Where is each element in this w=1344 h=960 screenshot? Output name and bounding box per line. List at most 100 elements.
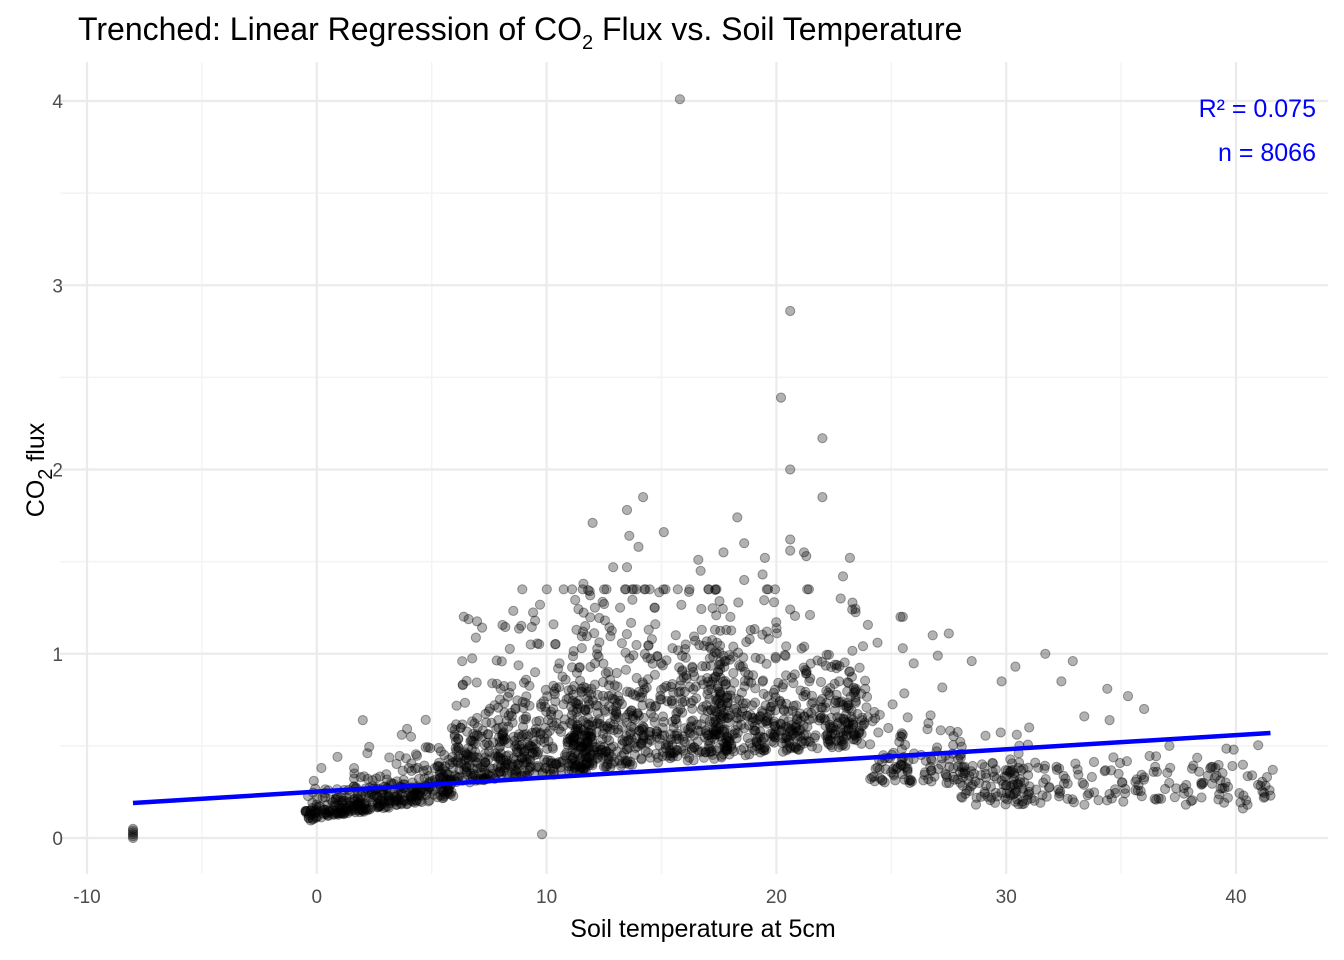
data-point xyxy=(375,795,386,806)
data-point xyxy=(592,649,603,660)
data-point xyxy=(558,584,569,595)
data-point xyxy=(1104,715,1115,726)
data-point xyxy=(804,609,816,621)
data-point xyxy=(841,729,852,741)
data-point xyxy=(823,687,834,698)
data-point xyxy=(336,795,347,806)
data-point xyxy=(548,704,559,715)
data-point xyxy=(829,678,840,690)
data-point xyxy=(595,740,606,752)
data-point xyxy=(758,745,769,756)
data-point xyxy=(986,792,997,803)
data-point xyxy=(799,641,810,652)
data-point xyxy=(763,584,774,595)
data-point xyxy=(598,677,609,688)
data-point xyxy=(706,732,717,743)
data-point xyxy=(522,756,533,768)
data-point xyxy=(834,732,845,743)
data-point xyxy=(450,743,461,754)
data-point xyxy=(1030,757,1041,768)
data-point xyxy=(572,719,583,730)
data-point xyxy=(450,736,462,747)
data-point xyxy=(956,791,967,802)
sample-size-label: n = 8066 xyxy=(1218,139,1316,167)
data-point xyxy=(1088,756,1100,768)
data-point xyxy=(803,584,815,595)
data-point xyxy=(703,741,714,752)
data-point xyxy=(1228,744,1239,755)
data-point xyxy=(576,643,587,654)
data-point xyxy=(764,709,775,720)
data-point xyxy=(535,734,546,746)
data-point xyxy=(391,758,402,770)
data-point xyxy=(1089,787,1100,798)
data-point xyxy=(680,639,691,650)
data-point xyxy=(1118,796,1129,807)
data-point xyxy=(498,766,509,777)
data-point xyxy=(1051,764,1063,776)
data-point xyxy=(821,697,832,709)
data-point xyxy=(471,677,482,688)
data-point xyxy=(872,762,883,773)
data-point xyxy=(490,751,501,762)
data-point xyxy=(890,761,901,772)
data-point xyxy=(706,683,717,695)
data-point xyxy=(1219,797,1230,808)
data-point xyxy=(791,700,802,711)
data-point xyxy=(660,584,671,595)
data-point xyxy=(805,673,816,684)
x-tick-label: 10 xyxy=(536,887,557,908)
data-point xyxy=(831,659,843,671)
data-point xyxy=(585,612,596,623)
data-point xyxy=(809,732,820,743)
data-point xyxy=(520,697,531,709)
data-point xyxy=(1108,752,1119,763)
data-point xyxy=(463,614,474,625)
data-point xyxy=(535,728,546,739)
data-point xyxy=(598,761,610,773)
data-point xyxy=(618,748,630,759)
data-point xyxy=(715,659,726,670)
data-point xyxy=(558,720,569,732)
data-point xyxy=(1238,790,1249,801)
data-point xyxy=(959,768,970,779)
data-point xyxy=(626,617,637,629)
data-point xyxy=(902,766,913,777)
data-point xyxy=(755,726,766,737)
data-point xyxy=(770,721,781,732)
data-point xyxy=(750,683,761,694)
data-point xyxy=(324,807,335,818)
data-point xyxy=(364,741,375,753)
data-point xyxy=(739,538,750,549)
data-point xyxy=(644,698,655,709)
data-point xyxy=(398,795,410,806)
data-point xyxy=(438,790,449,802)
data-point xyxy=(585,590,596,601)
data-point xyxy=(451,745,462,756)
data-point xyxy=(786,720,797,731)
data-point xyxy=(517,584,528,595)
data-point xyxy=(547,717,558,728)
data-point xyxy=(793,744,804,756)
data-point xyxy=(696,704,708,715)
data-point xyxy=(678,672,689,683)
data-point xyxy=(636,753,647,764)
data-point xyxy=(1011,729,1022,740)
data-point xyxy=(349,805,360,816)
data-point xyxy=(698,640,710,652)
data-point xyxy=(815,710,826,721)
data-point xyxy=(796,736,808,747)
data-point xyxy=(487,678,498,689)
data-point xyxy=(785,534,796,545)
data-point xyxy=(670,714,681,725)
data-point xyxy=(710,672,721,683)
data-point xyxy=(559,750,571,761)
data-point xyxy=(700,747,711,758)
data-point xyxy=(322,810,333,821)
data-point xyxy=(858,719,869,731)
data-point xyxy=(704,722,715,733)
data-point xyxy=(641,682,652,693)
data-point xyxy=(791,720,802,731)
data-point xyxy=(1261,772,1273,783)
data-point xyxy=(569,732,580,743)
